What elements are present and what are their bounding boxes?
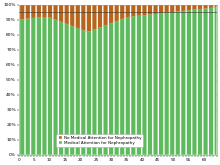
- Legend: No Medical Attention for Nephropathy, Medical Attention for Nephropathy: No Medical Attention for Nephropathy, Me…: [56, 134, 143, 147]
